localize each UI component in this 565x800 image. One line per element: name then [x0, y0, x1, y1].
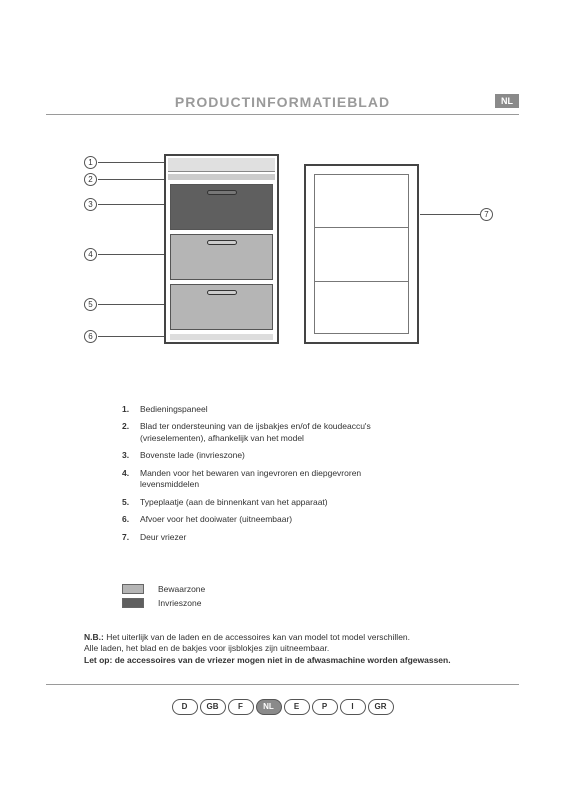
note-line1: Het uiterlijk van de laden en de accesso… — [104, 632, 410, 642]
legend-item: 5.Typeplaatje (aan de binnenkant van het… — [122, 497, 382, 508]
callout-line — [98, 204, 164, 205]
page-title: PRODUCTINFORMATIEBLAD — [34, 94, 531, 110]
legend-item: 4.Manden voor het bewaren van ingevroren… — [122, 468, 382, 491]
legend-item: 6.Afvoer voor het dooiwater (uitneembaar… — [122, 514, 382, 525]
legend-item-number: 4. — [122, 468, 140, 491]
footer-rule — [46, 684, 519, 685]
legend-item-text: Bedieningspaneel — [140, 404, 382, 415]
language-pill-p[interactable]: P — [312, 699, 338, 715]
drawer-handle-icon — [207, 240, 237, 245]
legend-item-text: Afvoer voor het dooiwater (uitneembaar) — [140, 514, 382, 525]
legend-item-number: 6. — [122, 514, 140, 525]
callout-number: 4 — [84, 248, 97, 261]
language-pill-i[interactable]: I — [340, 699, 366, 715]
legend-item: 2.Blad ter ondersteuning van de ijsbakje… — [122, 421, 382, 444]
legend-item-number: 5. — [122, 497, 140, 508]
legend-item: 3.Bovenste lade (invrieszone) — [122, 450, 382, 461]
control-panel-part — [168, 158, 275, 172]
language-pill-f[interactable]: F — [228, 699, 254, 715]
freezer-body-illustration — [164, 154, 279, 344]
document-page: PRODUCTINFORMATIEBLAD NL 123456 7 1.Bedi… — [34, 24, 531, 776]
legend-item-text: Typeplaatje (aan de binnenkant van het a… — [140, 497, 382, 508]
drip-tray-part — [170, 334, 273, 340]
legend-item-number: 7. — [122, 532, 140, 543]
legend-item-text: Manden voor het bewaren van ingevroren e… — [140, 468, 382, 491]
legend-item-number: 3. — [122, 450, 140, 461]
callout-line — [98, 336, 164, 337]
door-inner — [314, 174, 409, 334]
language-pill-gr[interactable]: GR — [368, 699, 394, 715]
zone-key: Bewaarzone Invrieszone — [122, 584, 205, 612]
note-block: N.B.: Het uiterlijk van de laden en de a… — [84, 632, 491, 666]
legend-item-number: 1. — [122, 404, 140, 415]
zone-label: Bewaarzone — [158, 584, 205, 594]
callout-line — [98, 254, 164, 255]
legend-item-number: 2. — [122, 421, 140, 444]
product-diagram: 123456 7 — [94, 154, 494, 374]
callout-line — [420, 214, 480, 215]
drawer-handle-icon — [207, 190, 237, 195]
language-selector-row: DGBFNLEPIGR — [34, 696, 531, 715]
callout-line — [98, 179, 164, 180]
language-badge: NL — [495, 94, 519, 108]
legend-list: 1.Bedieningspaneel2.Blad ter ondersteuni… — [122, 404, 382, 549]
tray-part — [168, 174, 275, 180]
callout-line — [98, 304, 164, 305]
drawer-bewaar — [170, 284, 273, 330]
zone-key-row: Invrieszone — [122, 598, 205, 608]
callout-number: 2 — [84, 173, 97, 186]
callout-number: 3 — [84, 198, 97, 211]
freezer-door-illustration — [304, 164, 419, 344]
callout-number: 1 — [84, 156, 97, 169]
callout-number: 5 — [84, 298, 97, 311]
drawer-handle-icon — [207, 290, 237, 295]
callout-line — [98, 162, 164, 163]
callout-number: 7 — [480, 208, 493, 221]
door-shelf-line — [315, 281, 408, 282]
language-pill-e[interactable]: E — [284, 699, 310, 715]
callout-number: 6 — [84, 330, 97, 343]
legend-item-text: Blad ter ondersteuning van de ijsbakjes … — [140, 421, 382, 444]
zone-swatch — [122, 584, 144, 594]
note-nb-label: N.B.: — [84, 632, 104, 642]
note-line2: Alle laden, het blad en de bakjes voor i… — [84, 643, 329, 653]
language-pill-gb[interactable]: GB — [200, 699, 226, 715]
legend-item-text: Bovenste lade (invrieszone) — [140, 450, 382, 461]
legend-item: 7.Deur vriezer — [122, 532, 382, 543]
header-rule — [46, 114, 519, 115]
language-pill-nl[interactable]: NL — [256, 699, 282, 715]
drawer-bewaar — [170, 234, 273, 280]
zone-label: Invrieszone — [158, 598, 201, 608]
door-shelf-line — [315, 227, 408, 228]
zone-key-row: Bewaarzone — [122, 584, 205, 594]
legend-item: 1.Bedieningspaneel — [122, 404, 382, 415]
note-line3: Let op: de accessoires van de vriezer mo… — [84, 655, 451, 665]
legend-item-text: Deur vriezer — [140, 532, 382, 543]
drawer-invries — [170, 184, 273, 230]
zone-swatch — [122, 598, 144, 608]
language-pill-d[interactable]: D — [172, 699, 198, 715]
